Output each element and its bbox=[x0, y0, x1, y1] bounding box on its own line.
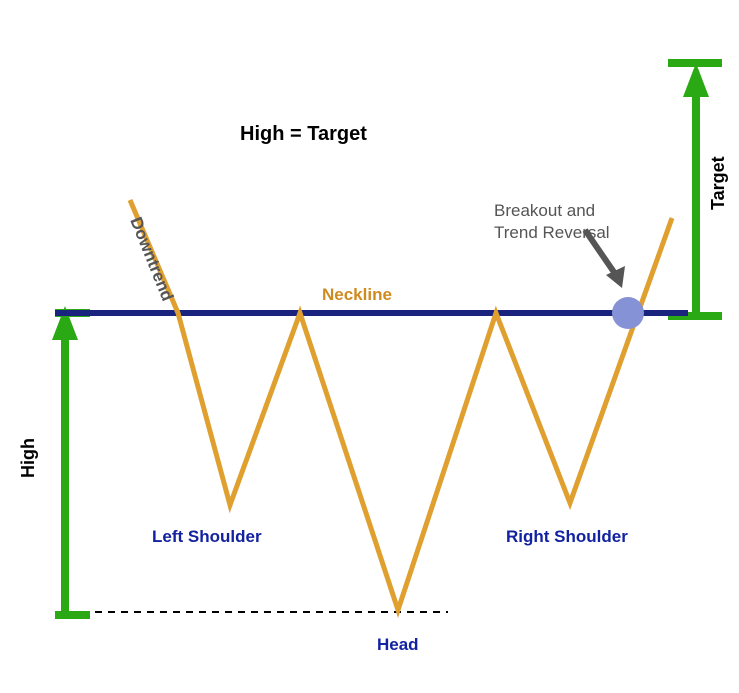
breakout1-label: Breakout and bbox=[494, 201, 595, 220]
left_shoulder-label: Left Shoulder bbox=[152, 527, 262, 546]
head-label: Head bbox=[377, 635, 419, 654]
breakout-dot bbox=[612, 297, 644, 329]
right_shoulder-label: Right Shoulder bbox=[506, 527, 628, 546]
breakout2-label: Trend Reversal bbox=[494, 223, 610, 242]
title-label: High = Target bbox=[240, 123, 367, 145]
high-label: High bbox=[18, 438, 38, 478]
target-label: Target bbox=[708, 156, 728, 210]
neckline-label: Neckline bbox=[322, 285, 392, 304]
